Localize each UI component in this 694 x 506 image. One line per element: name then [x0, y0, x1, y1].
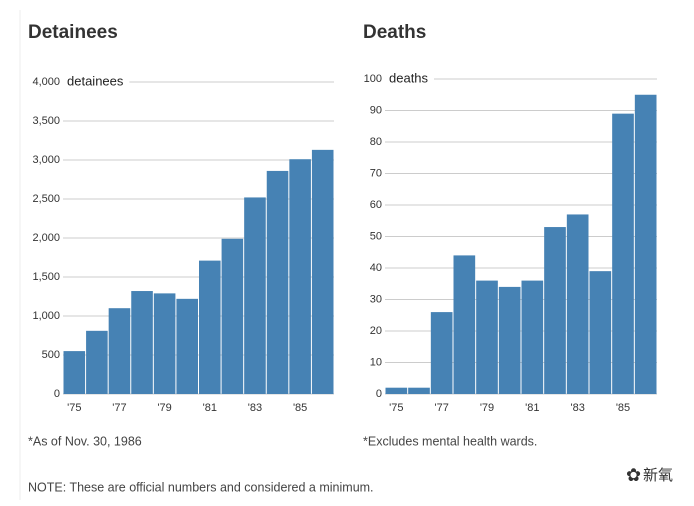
- unit-label: detainees: [67, 73, 124, 88]
- y-tick-label: 2,000: [32, 232, 60, 244]
- bar: [498, 286, 521, 394]
- y-tick-label: 10: [370, 356, 382, 368]
- x-tick-label: '83: [248, 402, 262, 414]
- y-tick-label: 20: [370, 325, 382, 337]
- y-tick-label: 500: [42, 349, 60, 361]
- y-tick-label: 90: [370, 104, 382, 116]
- y-tick-label: 30: [370, 293, 382, 305]
- bar: [221, 238, 244, 394]
- x-tick-label: '79: [480, 402, 494, 414]
- y-tick-label: 3,500: [32, 115, 60, 127]
- unit-label: deaths: [389, 70, 429, 85]
- y-tick-label: 60: [370, 199, 382, 211]
- x-tick-label: '81: [525, 402, 539, 414]
- bar: [589, 271, 612, 394]
- x-tick-label: '77: [112, 402, 126, 414]
- bar: [63, 351, 86, 394]
- bar: [86, 330, 108, 394]
- y-tick-label: 0: [376, 388, 382, 400]
- y-tick-label: 0: [54, 388, 60, 400]
- bar: [153, 293, 176, 394]
- bar: [634, 94, 657, 394]
- bar: [176, 298, 198, 394]
- x-tick-label: '83: [570, 402, 584, 414]
- bar: [131, 291, 153, 394]
- y-tick-label: 1,500: [32, 271, 60, 283]
- y-tick-label: 50: [370, 230, 382, 242]
- y-tick-label: 70: [370, 167, 382, 179]
- y-tick-label: 40: [370, 262, 382, 274]
- bar: [108, 308, 131, 394]
- bar: [612, 113, 634, 395]
- chart-note: *As of Nov. 30, 1986: [28, 434, 142, 448]
- chart-title: Detainees: [28, 22, 118, 43]
- bar: [311, 149, 334, 394]
- bar: [521, 280, 544, 394]
- x-tick-label: '79: [157, 402, 171, 414]
- bar: [544, 227, 566, 394]
- y-tick-label: 2,500: [32, 193, 60, 205]
- bar: [385, 387, 408, 394]
- bar: [453, 255, 476, 394]
- watermark: 新氧: [643, 467, 673, 484]
- x-tick-label: '75: [67, 402, 81, 414]
- x-tick-label: '85: [293, 402, 307, 414]
- page-note: NOTE: These are official numbers and con…: [28, 480, 374, 494]
- bar: [266, 170, 289, 394]
- bar: [408, 387, 430, 394]
- bar: [476, 280, 498, 394]
- y-tick-label: 100: [364, 73, 382, 85]
- x-tick-label: '81: [203, 402, 217, 414]
- bar: [244, 197, 266, 394]
- y-tick-label: 3,000: [32, 154, 60, 166]
- x-tick-label: '77: [434, 402, 448, 414]
- x-tick-label: '85: [616, 402, 630, 414]
- bar: [289, 159, 311, 394]
- bar: [430, 312, 453, 394]
- watermark-icon: ✿: [626, 465, 641, 485]
- chart-note: *Excludes mental health wards.: [363, 434, 537, 448]
- y-tick-label: 4,000: [32, 76, 60, 88]
- bar: [566, 214, 589, 394]
- chart-title: Deaths: [363, 22, 426, 43]
- bar: [199, 260, 221, 394]
- y-tick-label: 1,000: [32, 310, 60, 322]
- y-tick-label: 80: [370, 136, 382, 148]
- x-tick-label: '75: [389, 402, 403, 414]
